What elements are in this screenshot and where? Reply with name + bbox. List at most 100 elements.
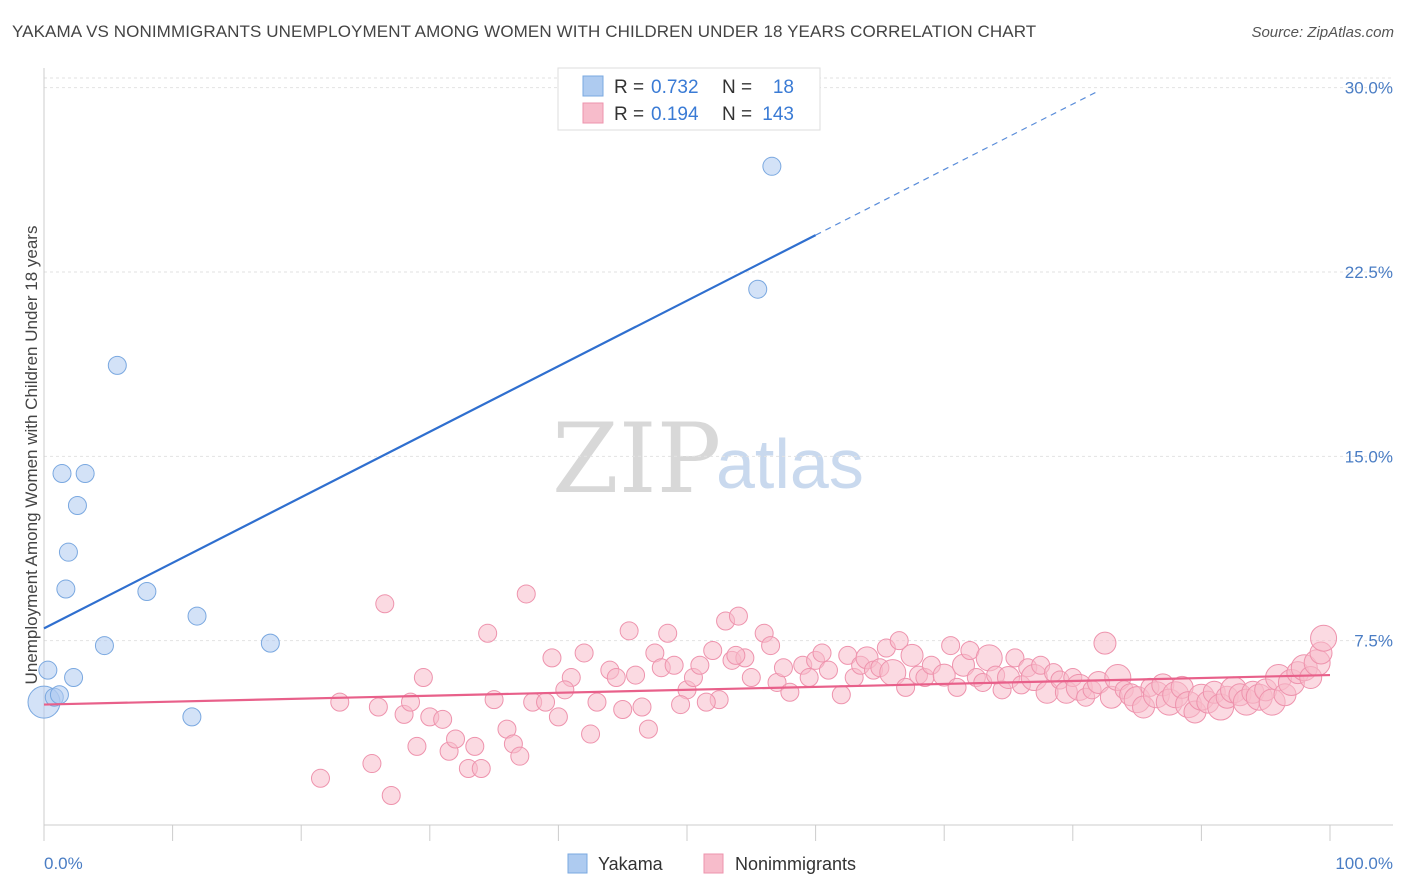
legend-swatch-nonimmigrants [582,102,604,124]
yakama-point [748,279,768,299]
chart-title: YAKAMA VS NONIMMIGRANTS UNEMPLOYMENT AMO… [12,22,1037,41]
yakama-point [187,606,207,626]
y-axis-label: Unemployment Among Women with Children U… [22,226,41,685]
nonimmigrants-point [536,692,556,712]
tick-labels: 7.5% 15.0% 22.5% 30.0% 0.0% 100.0% [44,79,1393,873]
nonimmigrants-point [619,621,639,641]
yakama-point [52,464,72,484]
yakama-point [49,685,69,705]
nonimmigrants-point [889,631,909,651]
nonimmigrants-point [900,643,924,667]
nonimmigrants-point [471,758,491,778]
yakama-trend-line [43,234,817,630]
nonimmigrants-point [799,668,819,688]
legend-box: R = 0.732 N = 18 R = 0.194 N = 143 [557,67,821,131]
legend-swatch-yakama [582,75,604,97]
y-tick-label: 7.5% [1354,632,1393,651]
yakama-trend-extension [815,90,1099,236]
x-tick-label-min: 0.0% [44,854,83,873]
nonimmigrants-point [548,707,568,727]
nonimmigrants-point [574,643,594,663]
nonimmigrants-point [664,655,684,675]
nonimmigrants-point [671,695,691,715]
bottom-legend-label-nonimmigrants: Nonimmigrants [735,854,856,874]
nonimmigrants-point [626,665,646,685]
nonimmigrants-point [638,719,658,739]
yakama-point [64,668,84,688]
nonimmigrants-point [1310,624,1338,652]
yakama-point [58,542,78,562]
yakama-point [260,633,280,653]
y-tick-label: 30.0% [1345,79,1393,98]
nonimmigrants-point [658,623,678,643]
nonimmigrants-point [780,682,800,702]
nonimmigrants-point [941,636,961,656]
yakama-point [107,355,127,375]
nonimmigrants-point [587,692,607,712]
grid-lines [44,77,1392,642]
y-tick-label: 15.0% [1345,447,1393,466]
nonimmigrants-point [1093,631,1117,655]
nonimmigrants-point [726,645,746,665]
bottom-legend-label-yakama: Yakama [598,854,664,874]
yakama-point [182,707,202,727]
legend-n-label-1: N = [722,77,752,98]
yakama-point [94,636,114,656]
nonimmigrants-point [375,594,395,614]
nonimmigrants-point [761,636,781,656]
nonimmigrants-point [741,668,761,688]
nonimmigrants-point [696,692,716,712]
nonimmigrants-point [932,663,956,687]
nonimmigrants-point [362,754,382,774]
nonimmigrants-point [465,736,485,756]
legend-r-label-1: R = [614,77,644,98]
nonimmigrants-point [381,786,401,806]
nonimmigrants-point [690,655,710,675]
nonimmigrants-point [1005,648,1025,668]
x-tick-label-max: 100.0% [1335,854,1393,873]
yakama-point [137,582,157,602]
nonimmigrants-point [401,692,421,712]
nonimmigrants-point [413,668,433,688]
nonimmigrants-trend-line [43,673,1331,706]
bottom-legend-swatch-nonimmigrants [703,853,724,874]
legend-n-value-2: 143 [762,104,794,125]
nonimmigrants-point [542,648,562,668]
nonimmigrants-point [947,677,967,697]
yakama-point [67,495,87,515]
nonimmigrants-point [478,623,498,643]
nonimmigrants-point [703,640,723,660]
source-label: Source: ZipAtlas.com [1251,24,1394,41]
watermark-zip: ZIP [552,403,721,515]
nonimmigrants-point [407,736,427,756]
nonimmigrants-point [510,746,530,766]
bottom-legend-swatch-yakama [567,853,588,874]
legend-r-value-2: 0.194 [651,104,699,125]
bottom-legend: Yakama Nonimmigrants [567,853,856,874]
yakama-point [762,156,782,176]
nonimmigrants-point [310,768,330,788]
trend-lines [43,90,1331,706]
nonimmigrants-point [368,697,388,717]
nonimmigrants-point [831,685,851,705]
legend-n-value-1: 18 [773,77,794,98]
legend-n-label-2: N = [722,104,752,125]
nonimmigrants-point [446,729,466,749]
legend-r-value-1: 0.732 [651,77,699,98]
nonimmigrants-point [818,660,838,680]
nonimmigrants-point [581,724,601,744]
nonimmigrants-point [812,643,832,663]
nonimmigrants-point [632,697,652,717]
nonimmigrants-point [516,584,536,604]
watermark-atlas: atlas [716,425,864,503]
legend-r-label-2: R = [614,104,644,125]
nonimmigrants-point [433,709,453,729]
nonimmigrants-point [606,668,626,688]
y-tick-label: 22.5% [1345,263,1393,282]
yakama-point [75,464,95,484]
nonimmigrants-point [728,606,748,626]
yakama-point [56,579,76,599]
nonimmigrants-point [555,680,575,700]
nonimmigrants-point [896,677,916,697]
